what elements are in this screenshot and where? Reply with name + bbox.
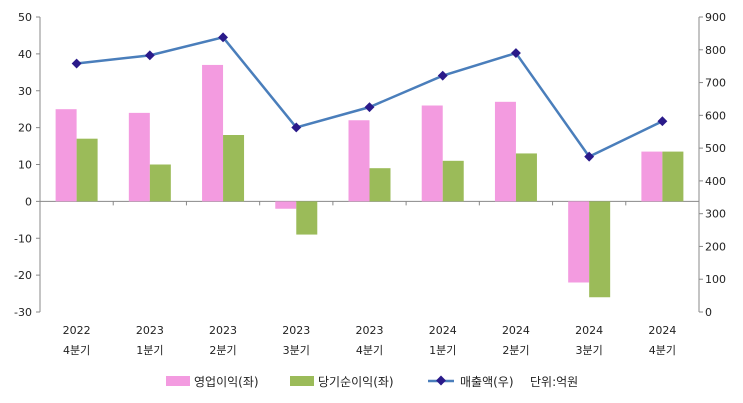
- category-year-label: 2022: [63, 324, 91, 337]
- right-tick-label: 500: [705, 142, 726, 155]
- bar-operating-profit: [275, 201, 297, 209]
- bar-operating-profit: [348, 120, 370, 202]
- revenue-point: [71, 58, 82, 69]
- left-tick-label: -20: [14, 269, 32, 282]
- bar-net-profit: [76, 138, 98, 202]
- category-quarter-label: 4분기: [649, 344, 676, 357]
- left-tick-label: 50: [18, 11, 32, 24]
- bar-operating-profit: [421, 105, 443, 202]
- left-tick-label: 0: [25, 195, 32, 208]
- axes: -30-20-100102030405001002003004005006007…: [14, 11, 726, 319]
- right-tick-label: 0: [705, 306, 712, 319]
- category-year-label: 2023: [136, 324, 164, 337]
- bar-net-profit: [662, 151, 684, 202]
- category-quarter-label: 4분기: [356, 344, 383, 357]
- revenue-point: [510, 48, 521, 59]
- bar-operating-profit: [55, 109, 77, 202]
- right-tick-label: 100: [705, 273, 726, 286]
- bar-net-profit: [149, 164, 171, 202]
- category-quarter-label: 3분기: [576, 344, 603, 357]
- right-tick-label: 600: [705, 109, 726, 122]
- right-tick-label: 700: [705, 77, 726, 90]
- category-year-label: 2024: [648, 324, 676, 337]
- bar-net-profit: [442, 160, 464, 202]
- left-tick-label: -10: [14, 232, 32, 245]
- category-year-label: 2023: [209, 324, 237, 337]
- right-tick-label: 300: [705, 208, 726, 221]
- category-quarter-label: 2분기: [502, 344, 529, 357]
- left-tick-label: 20: [18, 122, 32, 135]
- bar-net-profit: [296, 201, 318, 235]
- left-tick-label: 40: [18, 48, 32, 61]
- left-tick-label: 30: [18, 85, 32, 98]
- revenue-point: [657, 116, 668, 127]
- revenue-point: [144, 50, 155, 61]
- category-year-label: 2023: [282, 324, 310, 337]
- legend-swatch-operating-profit: [166, 376, 190, 386]
- left-tick-label: -30: [14, 306, 32, 319]
- unit-note: 단위:억원: [530, 375, 578, 389]
- category-quarter-label: 3분기: [283, 344, 310, 357]
- bar-net-profit: [589, 201, 611, 298]
- revenue-point: [364, 102, 375, 113]
- revenue-point: [584, 151, 595, 162]
- bar-net-profit: [515, 153, 537, 202]
- category-quarter-label: 2분기: [209, 344, 236, 357]
- bar-operating-profit: [202, 64, 224, 202]
- legend-label-net-profit: 당기순이익(좌): [318, 375, 394, 389]
- revenue-point: [218, 32, 229, 43]
- right-tick-label: 400: [705, 175, 726, 188]
- category-quarter-label: 1분기: [429, 344, 456, 357]
- bar-operating-profit: [641, 151, 663, 202]
- bar-operating-profit: [568, 201, 590, 283]
- legend: 영업이익(좌) 당기순이익(좌) 매출액(우) 단위:억원: [166, 375, 578, 389]
- revenue-point: [437, 70, 448, 81]
- bars: [55, 64, 684, 298]
- category-year-label: 2024: [502, 324, 530, 337]
- bar-operating-profit: [494, 101, 516, 202]
- right-tick-label: 900: [705, 11, 726, 24]
- revenue-line-path: [76, 35, 663, 159]
- left-tick-label: 10: [18, 159, 32, 172]
- legend-label-revenue: 매출액(우): [460, 375, 514, 389]
- category-year-label: 2024: [575, 324, 603, 337]
- bar-net-profit: [369, 168, 391, 202]
- legend-label-operating-profit: 영업이익(좌): [194, 375, 259, 389]
- bar-net-profit: [223, 135, 245, 202]
- category-quarter-label: 4분기: [63, 344, 90, 357]
- right-tick-label: 800: [705, 44, 726, 57]
- category-labels: 2022 4분기 2023 1분기 2023 2분기 2023 3분기 2023 4분기 2024 1…: [63, 324, 677, 357]
- category-year-label: 2024: [429, 324, 457, 337]
- category-quarter-label: 1분기: [136, 344, 163, 357]
- right-tick-label: 200: [705, 240, 726, 253]
- legend-swatch-net-profit: [290, 376, 314, 386]
- bar-operating-profit: [128, 112, 150, 202]
- legend-swatch-revenue-marker: [436, 375, 446, 386]
- category-year-label: 2023: [356, 324, 384, 337]
